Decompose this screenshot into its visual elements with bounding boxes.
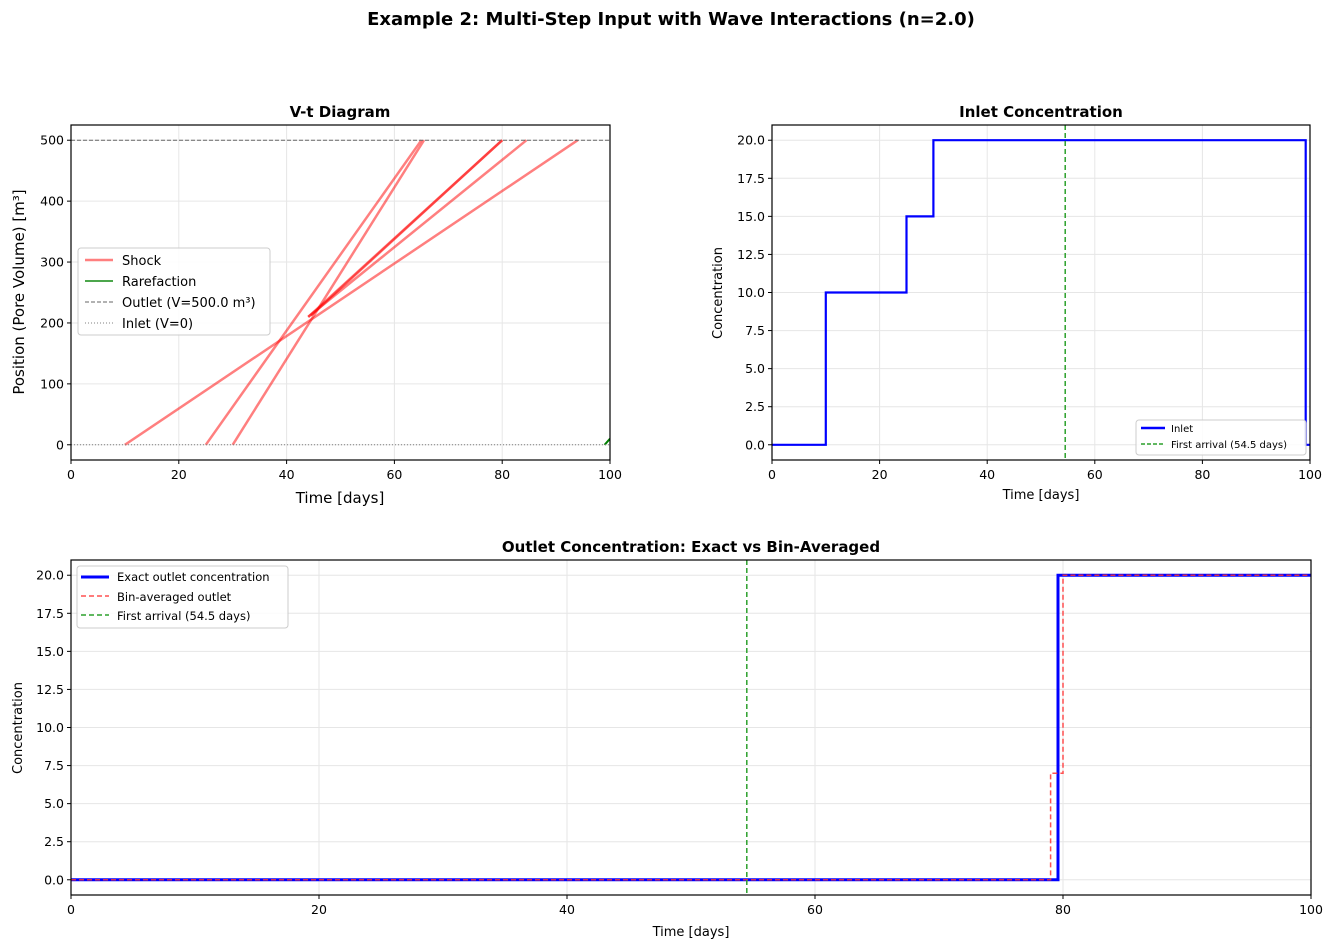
- outlet-title: Outlet Concentration: Exact vs Bin-Avera…: [502, 538, 880, 556]
- vt-y-label: Position (Pore Volume) [m³]: [10, 189, 28, 394]
- shock-line: [310, 139, 504, 317]
- svg-text:0.0: 0.0: [745, 437, 765, 452]
- rarefaction-line: [603, 438, 610, 446]
- svg-text:400: 400: [40, 194, 64, 209]
- inlet-plot-lines: [772, 125, 1310, 460]
- svg-text:20.0: 20.0: [737, 133, 765, 148]
- vt-diagram-chart: V-t Diagram 0 20 40 60 80 100 0 100 200 300 400 50…: [10, 103, 622, 507]
- shock-line: [204, 139, 423, 446]
- svg-text:80: 80: [494, 467, 510, 482]
- svg-text:20: 20: [311, 902, 327, 917]
- legend-inlet-series: Inlet: [1171, 424, 1193, 435]
- vt-title: V-t Diagram: [290, 103, 391, 121]
- legend-rarefaction: Rarefaction: [122, 275, 196, 290]
- outlet-plot-lines: [71, 560, 1311, 895]
- outlet-x-ticks: 0 20 40 60 80 100: [67, 895, 1323, 917]
- shock-line: [231, 139, 426, 446]
- svg-text:10.0: 10.0: [36, 720, 64, 735]
- svg-text:15.0: 15.0: [36, 644, 64, 659]
- svg-text:500: 500: [40, 133, 64, 148]
- legend-bin-averaged: Bin-averaged outlet: [117, 590, 232, 604]
- outlet-legend: Exact outlet concentration Bin-averaged …: [76, 565, 289, 629]
- svg-text:5.0: 5.0: [44, 796, 64, 811]
- svg-text:2.5: 2.5: [745, 399, 765, 414]
- svg-text:100: 100: [40, 376, 64, 391]
- svg-text:12.5: 12.5: [36, 682, 64, 697]
- svg-text:5.0: 5.0: [745, 361, 765, 376]
- legend-inlet: Inlet (V=0): [122, 317, 193, 332]
- svg-text:40: 40: [979, 467, 995, 482]
- svg-text:7.5: 7.5: [44, 758, 64, 773]
- legend-shock: Shock: [122, 254, 162, 269]
- svg-text:100: 100: [1299, 902, 1323, 917]
- inlet-x-ticks: 0 20 40 60 80 100: [768, 460, 1322, 482]
- svg-text:20: 20: [872, 467, 888, 482]
- shock-line: [307, 139, 528, 318]
- svg-text:0: 0: [67, 902, 75, 917]
- svg-text:40: 40: [279, 467, 295, 482]
- vt-y-ticks: 0 100 200 300 400 500: [40, 133, 71, 452]
- figure-suptitle: Example 2: Multi-Step Input with Wave In…: [367, 9, 975, 30]
- outlet-concentration-chart: Outlet Concentration: Exact vs Bin-Avera…: [11, 538, 1323, 940]
- svg-text:17.5: 17.5: [737, 171, 765, 186]
- inlet-title: Inlet Concentration: [959, 103, 1123, 121]
- inlet-y-ticks: 0.0 2.5 5.0 7.5 10.0 12.5 15.0 17.5 20.0: [737, 133, 772, 452]
- svg-text:80: 80: [1055, 902, 1071, 917]
- svg-text:80: 80: [1194, 467, 1210, 482]
- legend-outlet: Outlet (V=500.0 m³): [122, 296, 256, 311]
- inlet-legend: Inlet First arrival (54.5 days): [1135, 419, 1307, 456]
- bin-averaged-line: [71, 574, 1311, 881]
- svg-text:0.0: 0.0: [44, 872, 64, 887]
- svg-text:17.5: 17.5: [36, 606, 64, 621]
- svg-text:12.5: 12.5: [737, 247, 765, 262]
- vt-x-ticks: 0 20 40 60 80 100: [67, 460, 622, 482]
- svg-text:60: 60: [807, 902, 823, 917]
- shock-line: [124, 139, 579, 446]
- legend-first-arrival: First arrival (54.5 days): [1171, 440, 1287, 451]
- svg-text:40: 40: [559, 902, 575, 917]
- outlet-y-ticks: 0.0 2.5 5.0 7.5 10.0 12.5 15.0 17.5 20.0: [36, 568, 71, 887]
- svg-text:200: 200: [40, 315, 64, 330]
- svg-text:7.5: 7.5: [745, 323, 765, 338]
- inlet-concentration-chart: Inlet Concentration 0 20 40 60 80 100 0.0 2.5 5…: [711, 103, 1322, 503]
- vt-legend: Shock Rarefaction Outlet (V=500.0 m³) In…: [77, 247, 271, 336]
- vt-plot-lines: [71, 139, 610, 446]
- svg-text:20: 20: [171, 467, 187, 482]
- svg-text:15.0: 15.0: [737, 209, 765, 224]
- outlet-y-label: Concentration: [11, 682, 26, 774]
- vt-frame: [70, 124, 611, 461]
- outlet-x-label: Time [days]: [652, 925, 730, 940]
- svg-text:0: 0: [768, 467, 776, 482]
- svg-text:0: 0: [67, 467, 75, 482]
- svg-text:300: 300: [40, 255, 64, 270]
- svg-text:2.5: 2.5: [44, 834, 64, 849]
- svg-text:0: 0: [56, 437, 64, 452]
- svg-text:60: 60: [1087, 467, 1103, 482]
- vt-x-label: Time [days]: [295, 489, 385, 507]
- svg-text:20.0: 20.0: [36, 568, 64, 583]
- svg-text:60: 60: [386, 467, 402, 482]
- inlet-x-label: Time [days]: [1002, 488, 1080, 503]
- svg-text:10.0: 10.0: [737, 285, 765, 300]
- inlet-series-line: [772, 139, 1310, 446]
- svg-text:100: 100: [598, 467, 622, 482]
- svg-text:100: 100: [1298, 467, 1322, 482]
- legend-first-arrival-outlet: First arrival (54.5 days): [117, 609, 250, 623]
- legend-exact: Exact outlet concentration: [117, 570, 270, 584]
- inlet-y-label: Concentration: [711, 247, 726, 339]
